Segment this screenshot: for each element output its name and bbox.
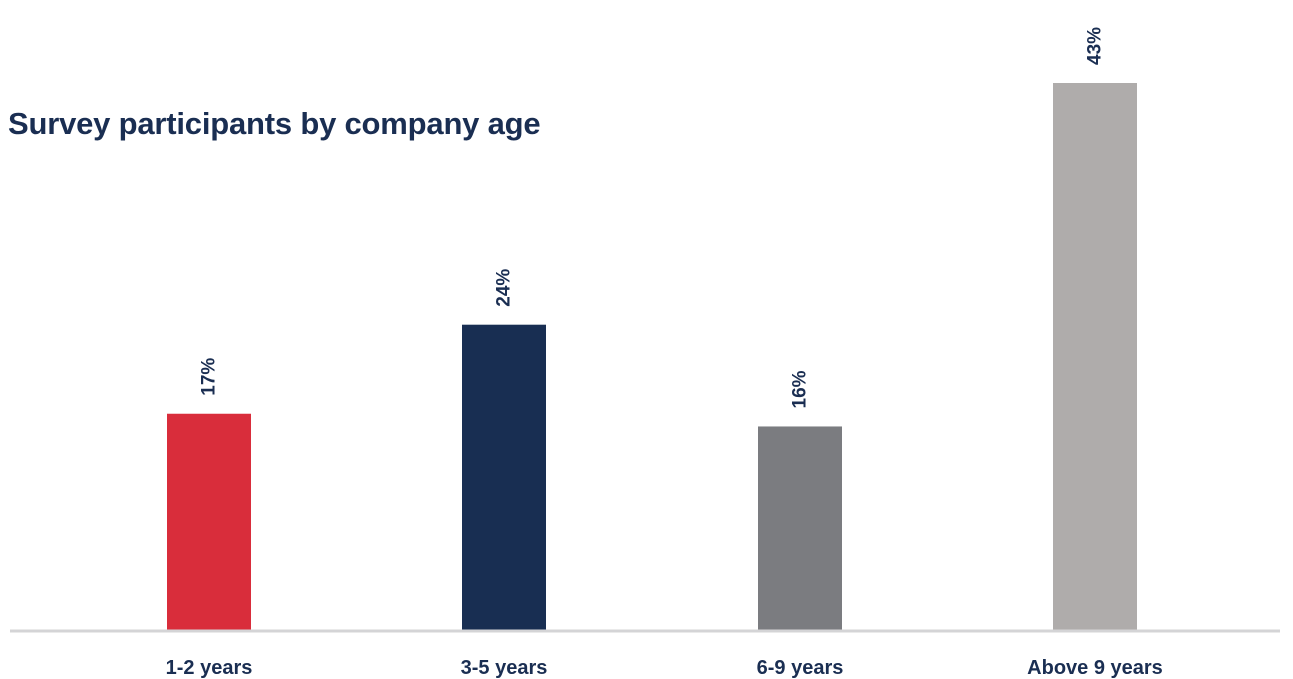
- bar-2: [758, 426, 842, 630]
- category-label-0: 1-2 years: [166, 657, 253, 679]
- value-labels-group: 17% 24% 16% 43%: [199, 27, 1106, 409]
- category-labels-group: 1-2 years 3-5 years 6-9 years Above 9 years: [166, 657, 1163, 679]
- bar-0: [167, 413, 251, 630]
- category-label-1: 3-5 years: [461, 657, 548, 679]
- bars-group: [167, 83, 1137, 630]
- value-label-2: 16%: [790, 370, 811, 408]
- bar-3: [1053, 83, 1137, 630]
- value-label-1: 24%: [494, 269, 515, 307]
- chart-title: Survey participants by company age: [8, 106, 541, 141]
- bar-1: [462, 324, 546, 630]
- value-label-3: 43%: [1085, 27, 1106, 65]
- value-label-0: 17%: [199, 358, 220, 396]
- category-label-3: Above 9 years: [1027, 657, 1163, 679]
- category-label-2: 6-9 years: [757, 657, 844, 679]
